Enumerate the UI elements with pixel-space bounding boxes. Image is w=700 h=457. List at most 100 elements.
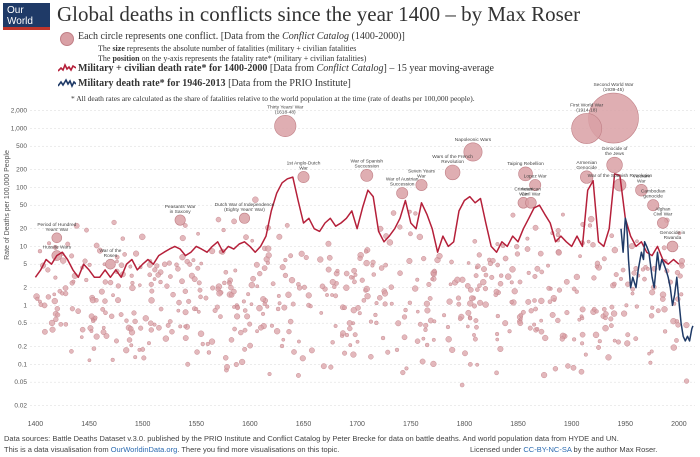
conflict-circle (235, 305, 240, 311)
conflict-circle (679, 263, 685, 269)
conflict-circle (493, 288, 500, 295)
conflict-circle (539, 269, 545, 275)
x-tick-label: 1850 (510, 421, 526, 428)
conflict-circle (526, 270, 531, 275)
conflict-circle (514, 244, 520, 250)
conflict-circle (674, 338, 679, 343)
conflict-circle (609, 304, 615, 310)
conflict-circle (296, 373, 301, 378)
conflict-circle (139, 233, 146, 241)
conflict-circle (670, 344, 677, 351)
conflict-circle (389, 301, 394, 306)
conflict-circle (256, 304, 263, 312)
conflict-circle (674, 270, 681, 276)
conflict-circle (52, 292, 57, 297)
conflict-circle (179, 235, 186, 242)
conflict-circle (588, 215, 595, 223)
conflict-circle (166, 260, 172, 266)
conflict-circle (416, 233, 423, 241)
conflict-circle (330, 340, 335, 345)
conflict-circle (477, 283, 482, 288)
conflict-circle (287, 318, 294, 325)
conflict-circle (350, 307, 357, 314)
conflict-circle (130, 280, 135, 286)
conflict-circle (571, 286, 577, 292)
conflict-circle (102, 298, 108, 304)
conflict-circle (468, 295, 475, 302)
conflict-circle (615, 339, 621, 345)
conflict-circle (431, 337, 436, 342)
conflict-circle (678, 258, 685, 265)
conflict-circle (221, 227, 226, 233)
conflict-circle (239, 212, 251, 224)
conflict-circle (482, 301, 489, 308)
conflict-circle (194, 307, 199, 312)
conflict-circle (232, 326, 237, 332)
conflict-circle (91, 318, 96, 324)
conflict-circle (147, 272, 153, 278)
conflict-circle (472, 336, 478, 342)
conflict-circle (317, 256, 324, 263)
conflict-circle (122, 252, 127, 257)
conflict-circle (514, 251, 521, 257)
x-tick-label: 1500 (135, 421, 151, 428)
conflict-circle (602, 324, 609, 332)
conflict-circle (319, 311, 324, 315)
conflict-circle (390, 210, 397, 216)
conflict-circle (495, 337, 500, 342)
conflict-circle (239, 358, 246, 366)
conflict-circle (242, 327, 248, 333)
conflict-circle (178, 324, 183, 329)
conflict-circle (467, 287, 474, 293)
conflict-circle (527, 325, 533, 331)
conflict-circle (62, 285, 69, 291)
conflict-circle (413, 211, 418, 216)
conflict-circle (269, 323, 274, 328)
conflict-circle (534, 265, 541, 272)
conflict-circle (353, 272, 358, 277)
conflict-circle (363, 285, 370, 293)
conflict-label: American Civil War (521, 186, 542, 197)
legend-footnote: * All death rates are calculated as the … (71, 94, 475, 103)
military-death-rate-line (620, 217, 694, 342)
conflict-circle (53, 275, 58, 280)
logo-line-2: in Data (7, 27, 39, 38)
conflict-circle (518, 166, 533, 182)
conflict-circle (421, 336, 426, 341)
conflict-circle (624, 303, 629, 308)
conflict-circle (472, 333, 476, 337)
conflict-circle (308, 304, 313, 309)
conflict-circle (100, 307, 106, 312)
conflict-circle (342, 305, 347, 311)
conflict-circle (525, 298, 532, 305)
conflict-circle (187, 261, 193, 267)
conflict-label: Taiping Rebellion (507, 161, 544, 167)
conflict-circle (118, 262, 125, 268)
conflict-circle (618, 276, 624, 281)
conflict-circle (357, 255, 363, 261)
conflict-circle (249, 302, 254, 307)
conflict-circle (415, 309, 420, 314)
conflict-circle (164, 283, 170, 289)
conflict-circle (69, 306, 75, 312)
conflict-circle (329, 278, 336, 286)
conflict-circle (242, 346, 248, 352)
owid-link[interactable]: OurWorldinData.org (110, 445, 178, 454)
conflict-circle (45, 267, 51, 273)
conflict-circle (430, 277, 434, 281)
conflict-circle (525, 236, 530, 241)
conflict-circle (167, 319, 173, 324)
conflict-circle (71, 279, 76, 284)
conflict-circle (407, 300, 412, 305)
conflict-circle (368, 319, 374, 324)
conflict-label: Dutch War of Independence (Eighty Years' … (215, 202, 275, 213)
conflict-circle (55, 312, 61, 318)
license-link[interactable]: CC-BY-NC-SA (523, 445, 572, 454)
conflict-circle (155, 272, 161, 278)
legend-circle-text: Each circle represents one conflict. [Da… (78, 31, 405, 42)
y-tick-label: 20 (20, 226, 28, 233)
y-tick-label: 0.5 (18, 320, 27, 327)
conflict-circle (255, 329, 259, 334)
conflict-circle (382, 301, 388, 307)
conflict-circle (634, 304, 639, 309)
